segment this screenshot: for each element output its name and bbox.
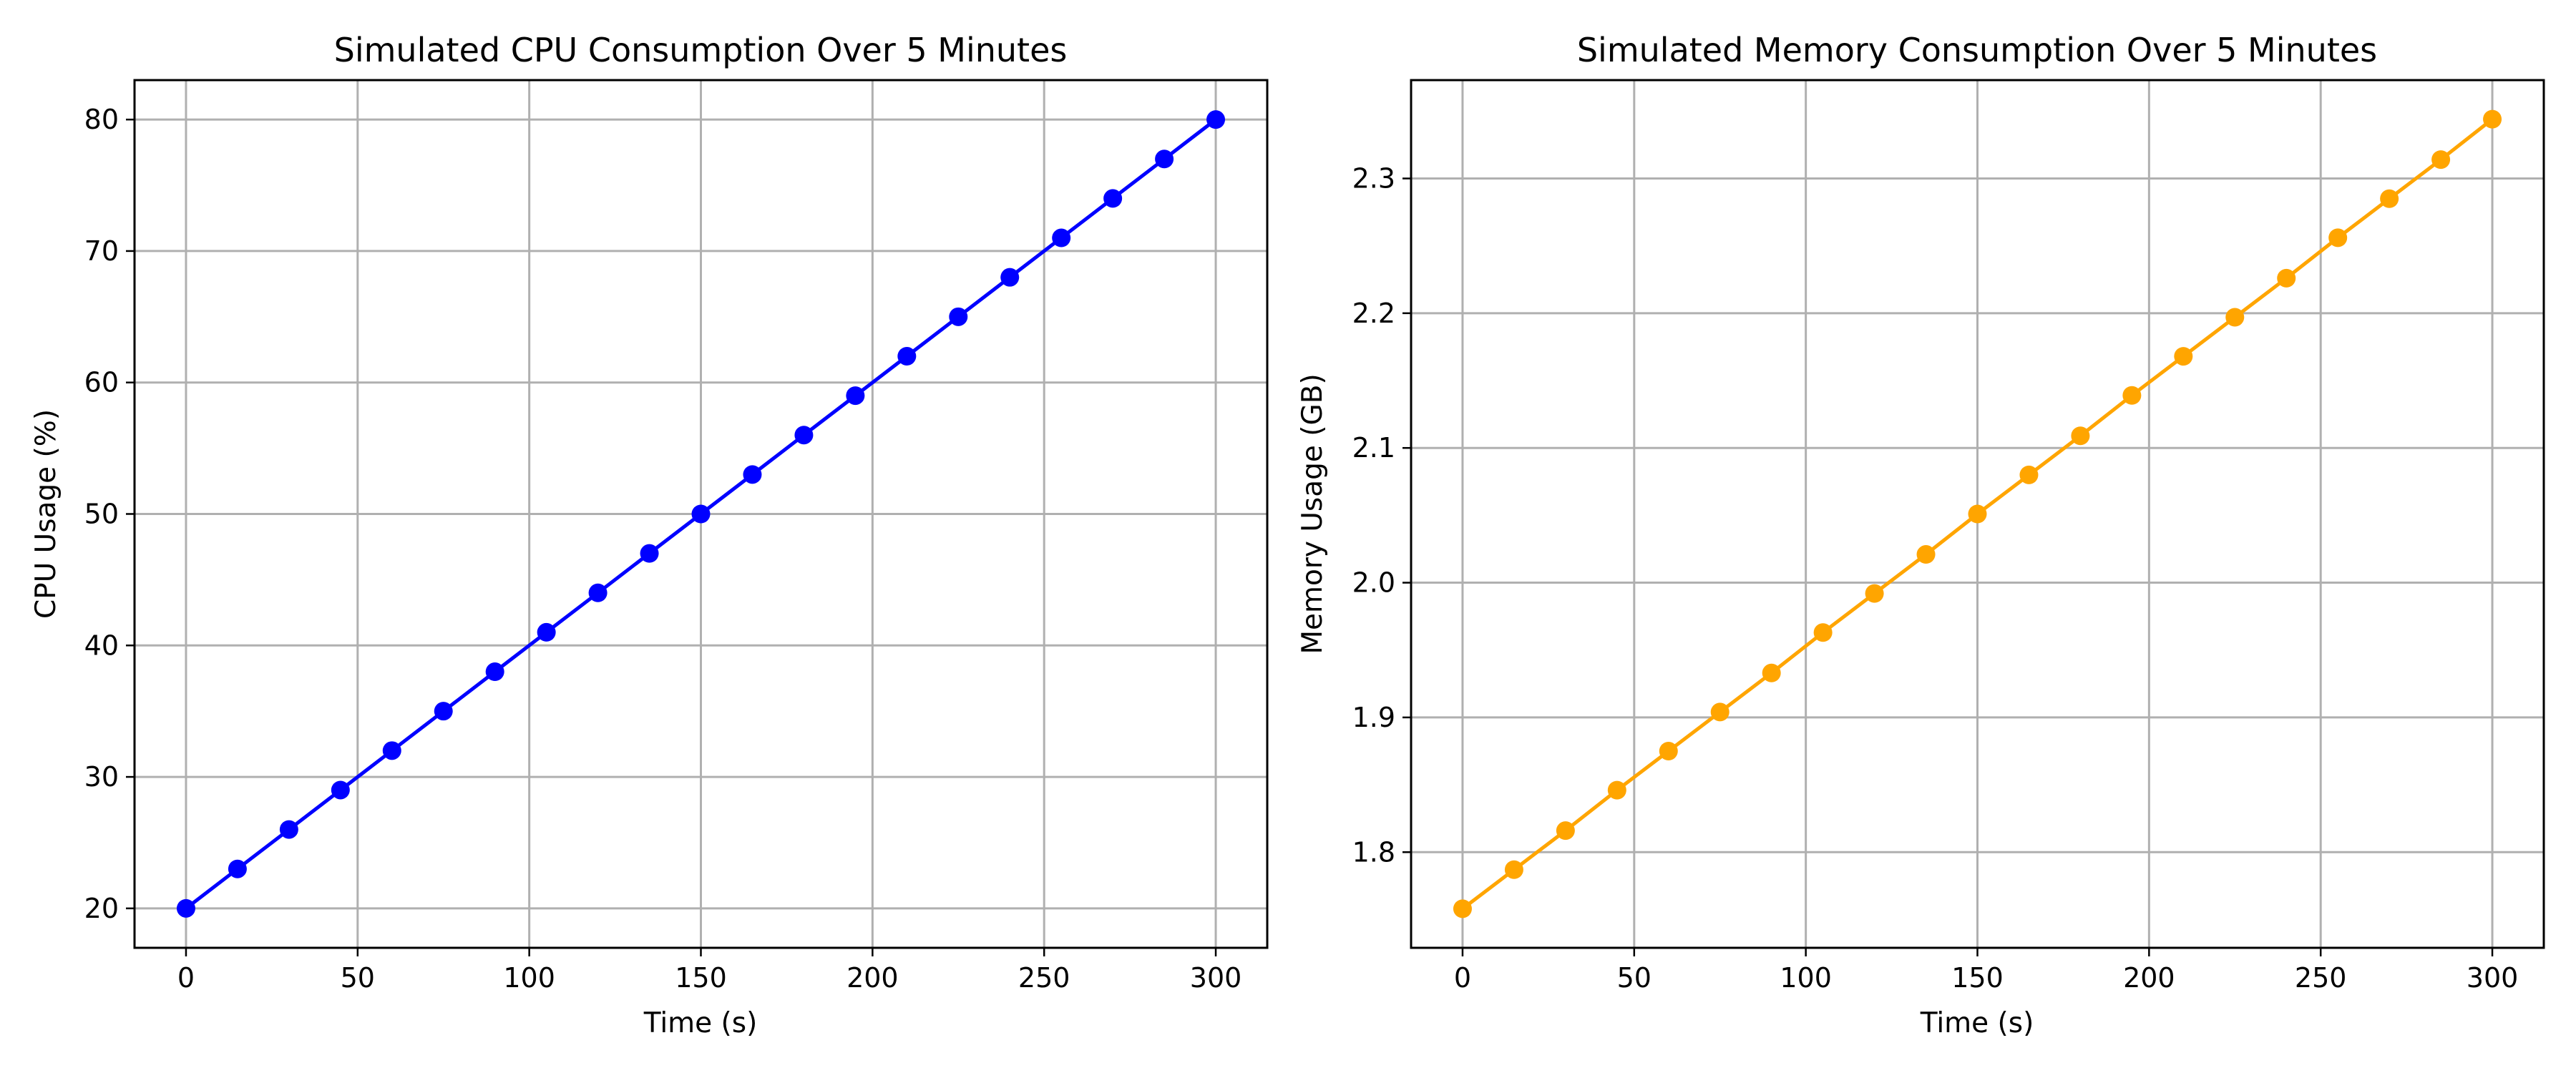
cpu-data-point bbox=[176, 898, 195, 918]
cpu-x-tick-label: 0 bbox=[177, 962, 195, 994]
memory-data-point bbox=[1813, 623, 1833, 642]
cpu-y-tick-label: 60 bbox=[84, 367, 119, 398]
cpu-x-tick-label: 200 bbox=[847, 962, 899, 994]
cpu-x-tick-label: 50 bbox=[341, 962, 375, 994]
memory-y-tick-label: 1.9 bbox=[1352, 702, 1395, 733]
memory-data-point bbox=[2225, 308, 2245, 327]
memory-ticks: 0 50 100 150 200 250 300 1.8 1.9 2.0 2.1 2.2 2.3 bbox=[1352, 162, 2519, 994]
cpu-y-tick-label: 20 bbox=[84, 893, 119, 924]
cpu-x-tick-label: 150 bbox=[675, 962, 727, 994]
memory-data-point bbox=[2071, 426, 2090, 446]
cpu-y-tick-label: 80 bbox=[84, 104, 119, 135]
memory-data-point bbox=[1659, 742, 1678, 761]
memory-data-point bbox=[2431, 150, 2451, 170]
memory-grid bbox=[1411, 80, 2544, 948]
memory-data-point bbox=[2122, 386, 2142, 405]
cpu-y-tick-label: 30 bbox=[84, 761, 119, 793]
memory-data-point bbox=[1762, 663, 1781, 682]
memory-x-tick-label: 50 bbox=[1617, 962, 1652, 994]
memory-x-axis-label: Time (s) bbox=[1920, 1007, 2034, 1039]
cpu-chart: 0 50 100 150 200 250 300 20 30 40 50 60 70 80 Simulat… bbox=[30, 31, 1269, 1039]
cpu-data-point bbox=[1052, 228, 1071, 248]
memory-data-point bbox=[2483, 109, 2502, 129]
cpu-x-axis-label: Time (s) bbox=[643, 1007, 758, 1039]
cpu-ticks: 0 50 100 150 200 250 300 20 30 40 50 60 70 80 bbox=[84, 104, 1242, 994]
cpu-y-tick-label: 50 bbox=[84, 499, 119, 530]
memory-data-point bbox=[2277, 268, 2296, 288]
memory-chart-title: Simulated Memory Consumption Over 5 Minu… bbox=[1577, 31, 2377, 69]
cpu-data-point bbox=[382, 741, 401, 760]
memory-series bbox=[1453, 109, 2502, 918]
memory-y-tick-label: 2.3 bbox=[1352, 162, 1395, 194]
cpu-x-tick-label: 250 bbox=[1018, 962, 1070, 994]
cpu-data-point bbox=[897, 346, 917, 366]
cpu-data-point bbox=[691, 504, 711, 524]
memory-data-point bbox=[1504, 860, 1523, 879]
memory-data-point bbox=[1556, 821, 1575, 841]
cpu-data-point bbox=[434, 702, 453, 721]
cpu-x-tick-label: 100 bbox=[503, 962, 555, 994]
cpu-chart-title: Simulated CPU Consumption Over 5 Minutes bbox=[334, 31, 1068, 69]
memory-data-point bbox=[1865, 584, 1884, 603]
memory-data-point bbox=[1453, 899, 1472, 918]
cpu-data-point bbox=[1206, 110, 1226, 129]
cpu-data-point bbox=[1103, 189, 1123, 208]
memory-data-point bbox=[2019, 465, 2039, 484]
cpu-data-point bbox=[1155, 150, 1174, 169]
cpu-data-point bbox=[743, 465, 762, 484]
memory-y-tick-label: 1.8 bbox=[1352, 836, 1395, 868]
memory-y-tick-label: 2.0 bbox=[1352, 567, 1395, 599]
memory-x-tick-label: 0 bbox=[1454, 962, 1471, 994]
cpu-y-axis-label: CPU Usage (%) bbox=[30, 409, 62, 619]
cpu-data-point bbox=[794, 426, 814, 445]
cpu-data-point bbox=[485, 662, 504, 682]
memory-data-point bbox=[1710, 702, 1729, 722]
memory-x-tick-label: 150 bbox=[1951, 962, 2004, 994]
cpu-data-point bbox=[331, 780, 350, 800]
cpu-data-point bbox=[228, 859, 247, 878]
memory-y-tick-label: 2.1 bbox=[1352, 432, 1395, 464]
memory-data-point bbox=[2174, 347, 2193, 366]
memory-data-point bbox=[2380, 189, 2399, 208]
memory-y-axis-label: Memory Usage (GB) bbox=[1297, 373, 1329, 654]
cpu-y-tick-label: 70 bbox=[84, 235, 119, 267]
memory-x-tick-label: 300 bbox=[2467, 962, 2519, 994]
memory-data-point bbox=[1968, 504, 1987, 524]
memory-data-point bbox=[2328, 228, 2348, 248]
cpu-data-point bbox=[846, 386, 865, 406]
cpu-data-point bbox=[588, 583, 608, 602]
memory-y-tick-label: 2.2 bbox=[1352, 298, 1395, 329]
memory-x-tick-label: 100 bbox=[1780, 962, 1832, 994]
cpu-data-point bbox=[1000, 268, 1020, 287]
cpu-data-point bbox=[279, 820, 298, 839]
memory-data-point bbox=[1607, 780, 1626, 800]
cpu-data-point bbox=[640, 544, 659, 563]
cpu-data-point bbox=[949, 307, 968, 326]
memory-x-tick-label: 250 bbox=[2295, 962, 2347, 994]
memory-chart: 0 50 100 150 200 250 300 1.8 1.9 2.0 2.1 2.2 2.3 Sim… bbox=[1297, 31, 2545, 1039]
cpu-grid bbox=[135, 80, 1267, 948]
cpu-x-tick-label: 300 bbox=[1190, 962, 1242, 994]
cpu-series bbox=[176, 110, 1226, 918]
memory-data-point bbox=[1916, 545, 1936, 564]
cpu-y-tick-label: 40 bbox=[84, 629, 119, 661]
memory-x-tick-label: 200 bbox=[2123, 962, 2175, 994]
cpu-data-point bbox=[537, 622, 556, 642]
